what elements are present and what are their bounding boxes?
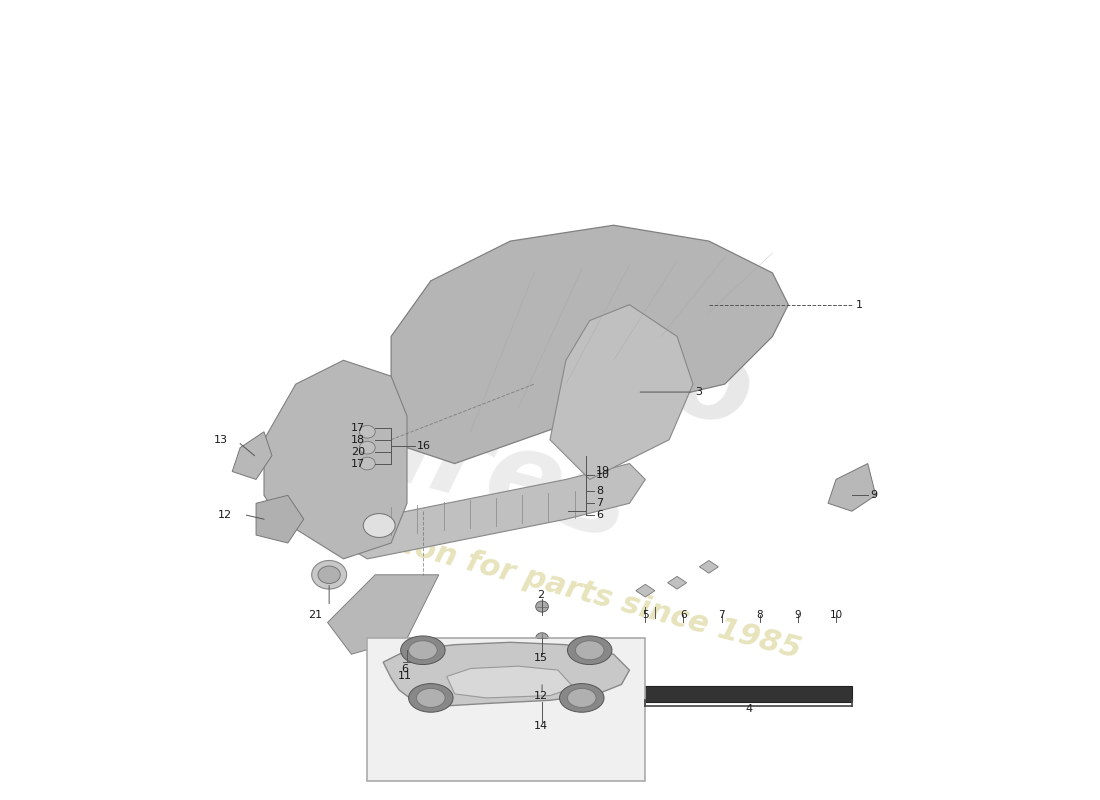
Ellipse shape (417, 688, 446, 707)
Polygon shape (264, 360, 407, 559)
Text: 6: 6 (402, 663, 408, 674)
Ellipse shape (568, 688, 596, 707)
Ellipse shape (318, 566, 340, 583)
Text: 13: 13 (214, 434, 229, 445)
Text: 8: 8 (757, 610, 763, 620)
Text: Pares: Pares (272, 364, 642, 563)
Text: 2: 2 (537, 590, 544, 600)
Polygon shape (629, 686, 851, 702)
Polygon shape (447, 666, 574, 698)
Text: 5: 5 (642, 610, 649, 620)
Text: 9: 9 (870, 490, 878, 500)
Ellipse shape (311, 561, 346, 589)
Ellipse shape (536, 601, 549, 612)
Text: 11: 11 (397, 670, 411, 681)
Ellipse shape (360, 426, 375, 438)
Text: 6: 6 (596, 510, 603, 520)
Bar (367, 638, 646, 782)
Polygon shape (700, 561, 718, 573)
Text: 1: 1 (856, 300, 862, 310)
Ellipse shape (568, 636, 612, 665)
Ellipse shape (360, 457, 375, 470)
Ellipse shape (360, 442, 375, 454)
Text: 16: 16 (417, 441, 431, 451)
Polygon shape (828, 463, 876, 511)
Text: 20: 20 (351, 446, 365, 457)
Ellipse shape (536, 633, 549, 644)
Text: 15: 15 (534, 653, 548, 663)
Text: 4: 4 (745, 704, 752, 714)
Ellipse shape (400, 636, 446, 665)
Text: 10: 10 (596, 470, 611, 481)
Text: 21: 21 (309, 610, 322, 619)
Text: 14: 14 (534, 721, 548, 730)
Ellipse shape (560, 684, 604, 712)
Polygon shape (550, 305, 693, 479)
Ellipse shape (408, 684, 453, 712)
Text: 17: 17 (351, 458, 365, 469)
Text: 7: 7 (596, 498, 603, 508)
Text: 6: 6 (680, 610, 686, 620)
Text: 7: 7 (718, 610, 725, 620)
Polygon shape (328, 574, 439, 654)
Ellipse shape (408, 641, 437, 660)
Text: 12: 12 (534, 690, 548, 701)
Text: 17: 17 (351, 423, 365, 433)
Polygon shape (518, 654, 565, 702)
Polygon shape (256, 495, 304, 543)
Polygon shape (383, 642, 629, 706)
Polygon shape (636, 584, 654, 597)
Ellipse shape (575, 641, 604, 660)
Text: 3: 3 (695, 387, 703, 397)
Polygon shape (328, 463, 646, 559)
Polygon shape (668, 576, 686, 589)
Polygon shape (232, 432, 272, 479)
Text: 12: 12 (218, 510, 232, 520)
Text: 10: 10 (829, 610, 843, 620)
Text: 8: 8 (596, 486, 603, 496)
Text: 18: 18 (351, 434, 365, 445)
Text: 9: 9 (794, 610, 801, 620)
Ellipse shape (363, 514, 395, 538)
Text: euro: euro (454, 269, 767, 452)
Polygon shape (392, 226, 789, 463)
Text: 19: 19 (596, 466, 611, 477)
Text: a passion for parts since 1985: a passion for parts since 1985 (296, 502, 804, 664)
